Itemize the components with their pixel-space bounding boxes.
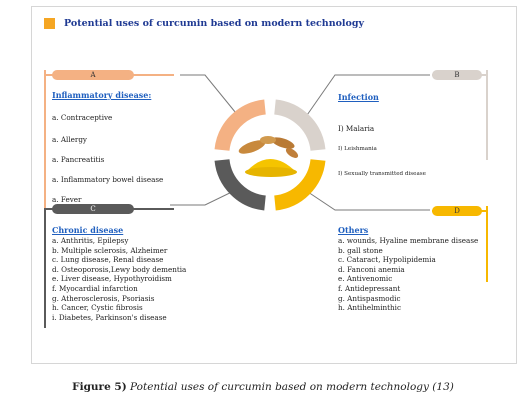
figure-caption-text: Potential uses of curcumin based on mode…: [126, 381, 454, 393]
section-b-heading: Infection: [338, 92, 379, 102]
connector-line-b: [304, 74, 430, 119]
section-c-item: i. Diabetes, Parkinson's disease: [52, 312, 167, 322]
section-c-item: f. Myocardial infarction: [52, 283, 138, 293]
section-d-item: c. Cataract, Hypolipidemia: [338, 255, 436, 265]
section-b-item: I) Sexually transmitted disease: [338, 171, 426, 177]
section-d-item: b. gall stone: [338, 245, 383, 255]
section-a-item: a. Allergy: [52, 135, 87, 144]
section-b-item: I) Leishmania: [338, 146, 377, 152]
ring-segment-c: [214, 158, 267, 211]
ring-segment-d: [273, 158, 326, 211]
figure-caption-label: Figure 5): [72, 381, 127, 393]
title-marker-square: [44, 17, 55, 29]
section-c-list: a. Anthritis, Epilepsy b. Multiple scler…: [52, 236, 186, 322]
section-c-item: h. Cancer, Cystic fibrosis: [52, 303, 143, 313]
connector-line-c: [170, 187, 241, 206]
section-d-list: a. wounds, Hyaline membrane disease b. g…: [338, 236, 478, 313]
section-c-item: d. Osteoporosis,Lewy body dementia: [52, 264, 187, 274]
badge-a: A: [52, 70, 134, 80]
section-a-heading: Inflammatory disease:: [52, 90, 152, 100]
section-c-item: c. Lung disease, Renal disease: [52, 255, 164, 265]
badge-d: D: [432, 206, 482, 216]
figure-frame: [31, 6, 517, 364]
section-a-item: a. Inflammatory bowel disease: [52, 175, 164, 184]
badge-c: C: [52, 204, 134, 214]
figure-title-row: Potential uses of curcumin based on mode…: [44, 16, 364, 30]
turmeric-image: [238, 136, 299, 177]
section-c-item: e. Liver disease, Hypothyroidism: [52, 274, 172, 284]
side-bar-c: [44, 208, 46, 328]
section-d-item: d. Fanconi anemia: [338, 264, 405, 274]
ring-segment-b: [273, 99, 326, 152]
section-d-heading: Others: [338, 225, 369, 235]
section-d-item: e. Antivenomic: [338, 274, 393, 284]
section-a-item: a. Contraceptive: [52, 113, 113, 122]
section-c-item: b. Multiple sclerosis, Alzheimer: [52, 245, 168, 255]
figure-title: Potential uses of curcumin based on mode…: [64, 17, 365, 29]
side-bar-b: [486, 70, 488, 160]
side-bar-a: [44, 70, 46, 208]
section-d-item: g. Antispasmodic: [338, 293, 401, 303]
section-c-item: a. Anthritis, Epilepsy: [52, 236, 129, 245]
section-c-heading: Chronic disease: [52, 225, 124, 235]
connector-line-d: [304, 189, 430, 211]
connector-line-a: [180, 74, 241, 119]
figure-caption: Figure 5) Potential uses of curcumin bas…: [0, 381, 526, 393]
side-bar-d: [486, 206, 488, 282]
section-d-item: f. Antidepressant: [338, 283, 401, 293]
ring-segment-a: [214, 99, 267, 152]
section-d-item: h. Antihelminthic: [338, 303, 401, 313]
section-b-item: I) Malaria: [338, 124, 375, 133]
badge-b: B: [432, 70, 482, 80]
section-a-item: a. Fever: [52, 195, 82, 204]
section-c-item: g. Atherosclerosis, Psoriasis: [52, 293, 155, 303]
section-d-item: a. wounds, Hyaline membrane disease: [338, 236, 479, 245]
section-a-item: a. Pancreatitis: [52, 155, 105, 164]
